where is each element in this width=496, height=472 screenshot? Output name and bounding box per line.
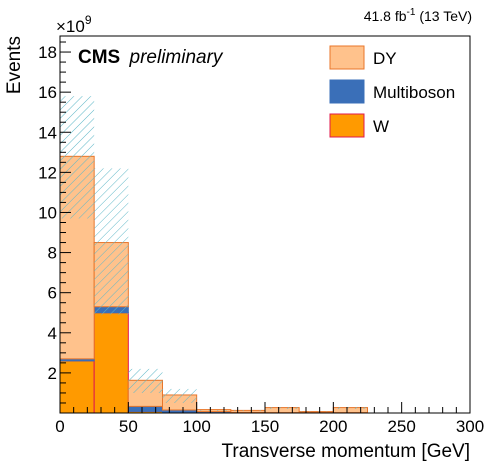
x-tick-label-50: 50 [119, 417, 138, 436]
y-multiplier: ×109 [56, 13, 92, 36]
uncertainty-band-bin-5 [230, 409, 265, 411]
y-tick-label-6: 6 [48, 284, 57, 303]
x-tick-label-100: 100 [182, 417, 210, 436]
axis-ticks: 0 50 100 150 200 250 300 2 4 6 8 10 12 14 16 18 [38, 41, 484, 436]
y-tick-label-14: 14 [38, 123, 57, 142]
uncertainty-band-bin-6 [265, 406, 300, 409]
x-axis-title: Transverse momentum [GeV] [222, 441, 470, 462]
lumi-exponent: -1 [407, 7, 416, 18]
bar-w-bin-1 [93, 312, 129, 414]
x-tick-label-150: 150 [251, 417, 279, 436]
y-multiplier-base: ×10 [56, 17, 85, 36]
uncertainty-band-bin-3 [162, 388, 197, 403]
legend: DY Multiboson W [329, 45, 455, 138]
uncertainty-band-bin-4 [196, 409, 231, 411]
y-tick-label-10: 10 [38, 203, 57, 222]
uncertainty-band-bin-1 [94, 168, 129, 315]
x-tick-label-300: 300 [456, 417, 484, 436]
bar-w-bin-0 [59, 360, 95, 414]
bar-multiboson-bin-2 [127, 405, 163, 412]
cms-text: CMS [78, 47, 120, 68]
x-tick-label-250: 250 [387, 417, 415, 436]
y-tick-label-4: 4 [48, 324, 57, 343]
lumi-value: 41.8 fb [364, 8, 407, 24]
y-tick-label-16: 16 [38, 83, 57, 102]
x-tick-label-200: 200 [319, 417, 347, 436]
legend-swatch-w [329, 113, 365, 138]
uncertainty-band-bin-2 [128, 368, 163, 393]
legend-item-dy: DY [329, 45, 397, 70]
legend-label-multiboson: Multiboson [373, 83, 455, 102]
y-tick-label-12: 12 [38, 163, 57, 182]
legend-item-multiboson: Multiboson [329, 79, 455, 104]
uncertainty-band-bin-8 [333, 406, 368, 409]
y-tick-label-2: 2 [48, 364, 57, 383]
legend-swatch-multiboson [329, 79, 365, 104]
x-tick-label-0: 0 [55, 417, 64, 436]
legend-item-w: W [329, 113, 389, 138]
legend-swatch-dy [329, 45, 365, 70]
legend-label-dy: DY [373, 49, 397, 68]
lumi-label: 41.8 fb-1 (13 TeV) [364, 7, 472, 24]
y-multiplier-exponent: 9 [85, 13, 92, 27]
preliminary-text: preliminary [129, 47, 224, 68]
plot-area [59, 96, 369, 414]
cms-label: CMS preliminary [78, 47, 224, 68]
y-tick-label-8: 8 [48, 244, 57, 263]
y-axis-title: Events [4, 36, 25, 94]
y-tick-label-18: 18 [38, 43, 57, 62]
uncertainty-band-bin-0 [60, 96, 95, 219]
lumi-energy: (13 TeV) [415, 8, 472, 24]
legend-label-w: W [373, 117, 389, 136]
